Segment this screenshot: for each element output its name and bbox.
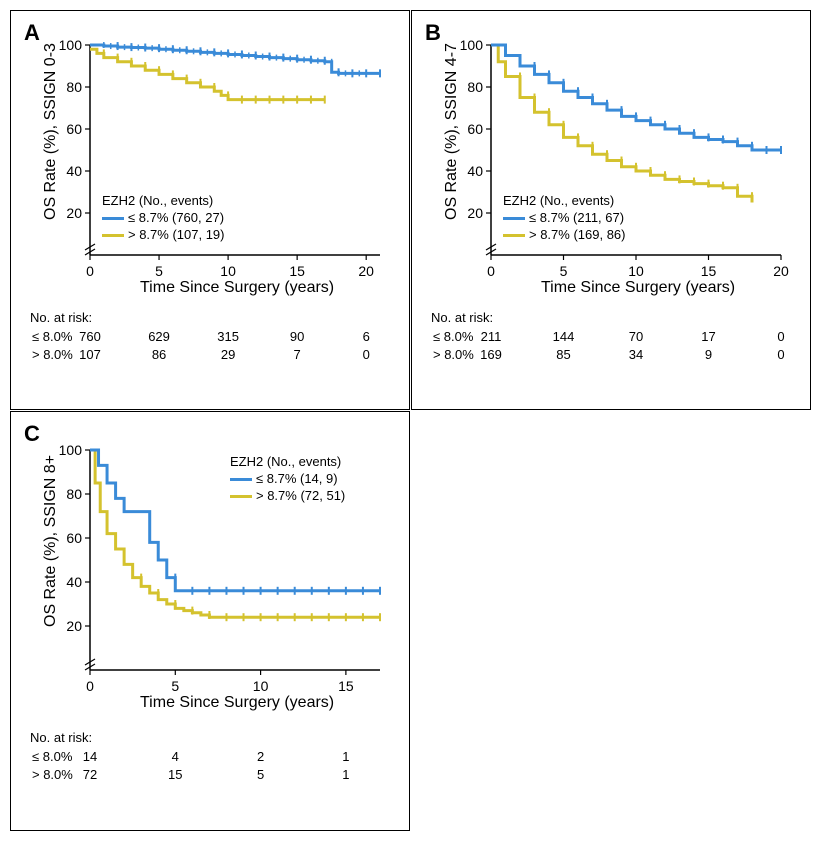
- legend-swatch: [503, 217, 525, 220]
- xtick-label: 15: [694, 263, 724, 279]
- legend-item: ≤ 8.7% (14, 9): [230, 471, 345, 488]
- risk-cell: 169: [471, 347, 511, 362]
- xtick-label: 10: [213, 263, 243, 279]
- risk-row: ≤ 8.0%14421: [30, 747, 92, 765]
- risk-cell: 29: [208, 347, 248, 362]
- legend-label: ≤ 8.7% (14, 9): [256, 471, 338, 488]
- legend-label: ≤ 8.7% (211, 67): [529, 210, 624, 227]
- legend-swatch: [230, 495, 252, 498]
- risk-cell: 6: [346, 329, 386, 344]
- risk-cell: 7: [277, 347, 317, 362]
- risk-cell: 211: [471, 329, 511, 344]
- risk-table-C: No. at risk: ≤ 8.0%14421> 8.0%721551: [30, 730, 92, 783]
- legend-swatch: [230, 478, 252, 481]
- legend-title: EZH2 (No., events): [102, 193, 224, 208]
- risk-cell: 1: [326, 767, 366, 782]
- risk-cell: 107: [70, 347, 110, 362]
- risk-cell: 0: [346, 347, 386, 362]
- legend-item: > 8.7% (169, 86): [503, 227, 625, 244]
- panel-label-A: A: [24, 20, 40, 46]
- risk-cell: 2: [241, 749, 281, 764]
- legend-swatch: [102, 234, 124, 237]
- legend-label: > 8.7% (107, 19): [128, 227, 224, 244]
- risk-cell: 1: [326, 749, 366, 764]
- xtick-label: 5: [144, 263, 174, 279]
- risk-cell: 72: [70, 767, 110, 782]
- risk-cell: 4: [155, 749, 195, 764]
- risk-cell: 90: [277, 329, 317, 344]
- risk-row: ≤ 8.0%21114470170: [431, 327, 493, 345]
- risk-row: > 8.0%721551: [30, 765, 92, 783]
- risk-row: > 8.0%107862970: [30, 345, 92, 363]
- panel-label-B: B: [425, 20, 441, 46]
- panel-label-C: C: [24, 421, 40, 447]
- risk-cell: 70: [616, 329, 656, 344]
- xtick-label: 10: [246, 678, 276, 694]
- xtick-label: 15: [282, 263, 312, 279]
- xtick-label: 20: [766, 263, 796, 279]
- risk-table-B: No. at risk: ≤ 8.0%21114470170> 8.0%16985…: [431, 310, 493, 363]
- legend-title: EZH2 (No., events): [503, 193, 625, 208]
- legend-item: ≤ 8.7% (760, 27): [102, 210, 224, 227]
- xtick-label: 5: [160, 678, 190, 694]
- xtick-label: 20: [351, 263, 381, 279]
- risk-row: ≤ 8.0%760629315906: [30, 327, 92, 345]
- risk-cell: 85: [544, 347, 584, 362]
- xtick-label: 0: [75, 263, 105, 279]
- risk-cell: 144: [544, 329, 584, 344]
- risk-title: No. at risk:: [30, 730, 92, 745]
- risk-cell: 34: [616, 347, 656, 362]
- risk-title: No. at risk:: [431, 310, 493, 325]
- legend-B: EZH2 (No., events) ≤ 8.7% (211, 67)> 8.7%…: [503, 193, 625, 244]
- legend-label: > 8.7% (72, 51): [256, 488, 345, 505]
- risk-cell: 629: [139, 329, 179, 344]
- legend-C: EZH2 (No., events) ≤ 8.7% (14, 9)> 8.7% (…: [230, 454, 345, 505]
- y-axis-title: OS Rate (%), SSIGN 8+: [42, 455, 60, 627]
- legend-item: > 8.7% (72, 51): [230, 488, 345, 505]
- legend-title: EZH2 (No., events): [230, 454, 345, 469]
- x-axis-title: Time Since Surgery (years): [541, 279, 735, 297]
- legend-item: > 8.7% (107, 19): [102, 227, 224, 244]
- risk-row: > 8.0%169853490: [431, 345, 493, 363]
- risk-cell: 760: [70, 329, 110, 344]
- y-axis-title: OS Rate (%), SSIGN 0-3: [42, 43, 60, 220]
- xtick-label: 0: [75, 678, 105, 694]
- xtick-label: 10: [621, 263, 651, 279]
- plot-A: [80, 35, 410, 285]
- legend-label: > 8.7% (169, 86): [529, 227, 625, 244]
- risk-cell: 14: [70, 749, 110, 764]
- figure-root: A0510152020406080100OS Rate (%), SSIGN 0…: [0, 0, 821, 841]
- risk-cell: 86: [139, 347, 179, 362]
- risk-table-A: No. at risk: ≤ 8.0%760629315906> 8.0%1078…: [30, 310, 92, 363]
- legend-A: EZH2 (No., events) ≤ 8.7% (760, 27)> 8.7%…: [102, 193, 224, 244]
- risk-title: No. at risk:: [30, 310, 92, 325]
- y-axis-title: OS Rate (%), SSIGN 4-7: [443, 43, 461, 220]
- risk-cell: 0: [761, 329, 801, 344]
- risk-cell: 9: [689, 347, 729, 362]
- xtick-label: 0: [476, 263, 506, 279]
- xtick-label: 15: [331, 678, 361, 694]
- risk-cell: 5: [241, 767, 281, 782]
- legend-item: ≤ 8.7% (211, 67): [503, 210, 625, 227]
- risk-cell: 0: [761, 347, 801, 362]
- risk-cell: 17: [689, 329, 729, 344]
- x-axis-title: Time Since Surgery (years): [140, 694, 334, 712]
- legend-label: ≤ 8.7% (760, 27): [128, 210, 224, 227]
- risk-cell: 315: [208, 329, 248, 344]
- legend-swatch: [503, 234, 525, 237]
- legend-swatch: [102, 217, 124, 220]
- xtick-label: 5: [549, 263, 579, 279]
- risk-cell: 15: [155, 767, 195, 782]
- plot-B: [481, 35, 811, 285]
- x-axis-title: Time Since Surgery (years): [140, 279, 334, 297]
